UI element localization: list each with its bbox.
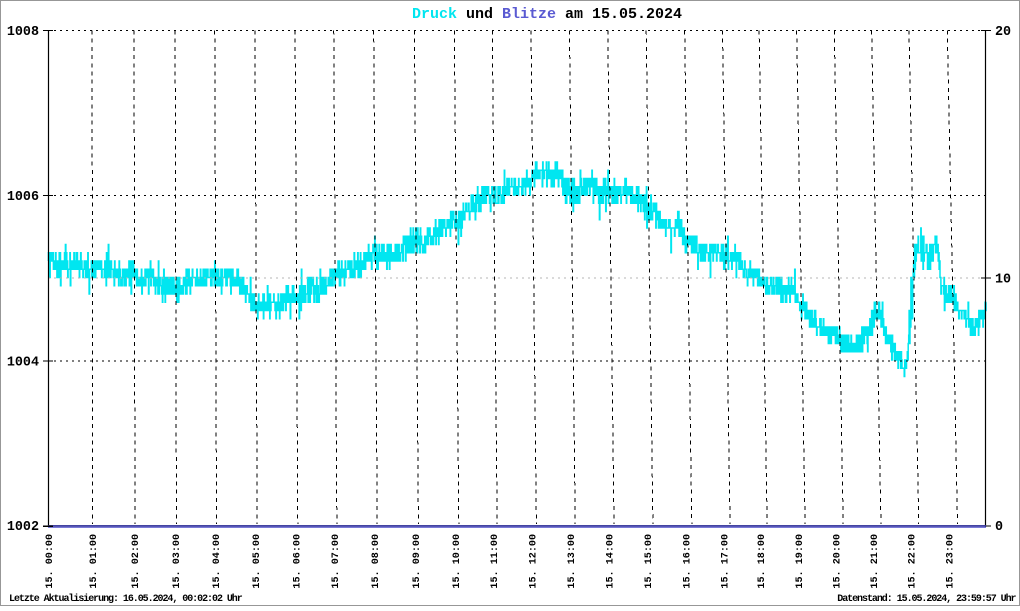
svg-text:0: 0 (995, 520, 1003, 535)
svg-text:15. 20:00: 15. 20:00 (833, 534, 844, 589)
svg-text:15. 23:00: 15. 23:00 (946, 534, 957, 589)
svg-text:15. 12:00: 15. 12:00 (529, 534, 540, 589)
svg-text:15. 03:00: 15. 03:00 (172, 534, 183, 589)
svg-text:15. 04:00: 15. 04:00 (212, 534, 223, 589)
svg-text:1008: 1008 (7, 25, 39, 40)
svg-text:15. 09:00: 15. 09:00 (412, 534, 423, 589)
svg-text:15. 18:00: 15. 18:00 (757, 534, 768, 589)
svg-text:15. 08:00: 15. 08:00 (371, 534, 382, 589)
svg-text:15. 05:00: 15. 05:00 (252, 534, 263, 589)
svg-text:15. 10:00: 15. 10:00 (452, 534, 463, 589)
svg-text:Datenstand: 15.05.2024, 23:59:: Datenstand: 15.05.2024, 23:59:57 Uhr (837, 593, 1016, 605)
svg-text:15. 07:00: 15. 07:00 (331, 534, 342, 589)
svg-text:Druck und Blitze am 15.05.2024: Druck und Blitze am 15.05.2024 (412, 6, 682, 23)
svg-text:15. 11:00: 15. 11:00 (490, 534, 501, 589)
svg-text:15. 06:00: 15. 06:00 (292, 534, 303, 589)
svg-text:15. 16:00: 15. 16:00 (683, 534, 694, 589)
svg-text:15. 00:00: 15. 00:00 (45, 534, 56, 589)
svg-text:Letzte Aktualisierung: 16.05.2: Letzte Aktualisierung: 16.05.2024, 00:02… (9, 593, 243, 605)
svg-text:10: 10 (995, 272, 1011, 287)
svg-text:15. 02:00: 15. 02:00 (131, 534, 142, 589)
svg-text:15. 13:00: 15. 13:00 (567, 534, 578, 589)
svg-text:15. 01:00: 15. 01:00 (89, 534, 100, 589)
svg-text:1004: 1004 (7, 355, 39, 370)
svg-text:15. 17:00: 15. 17:00 (721, 534, 732, 589)
svg-text:15. 19:00: 15. 19:00 (795, 534, 806, 589)
svg-text:15. 15:00: 15. 15:00 (644, 534, 655, 589)
svg-text:15. 14:00: 15. 14:00 (606, 534, 617, 589)
svg-text:1006: 1006 (7, 190, 39, 205)
svg-text:15. 21:00: 15. 21:00 (870, 534, 881, 589)
svg-text:20: 20 (995, 25, 1011, 40)
svg-text:1002: 1002 (7, 520, 39, 535)
svg-text:15. 22:00: 15. 22:00 (907, 534, 918, 589)
